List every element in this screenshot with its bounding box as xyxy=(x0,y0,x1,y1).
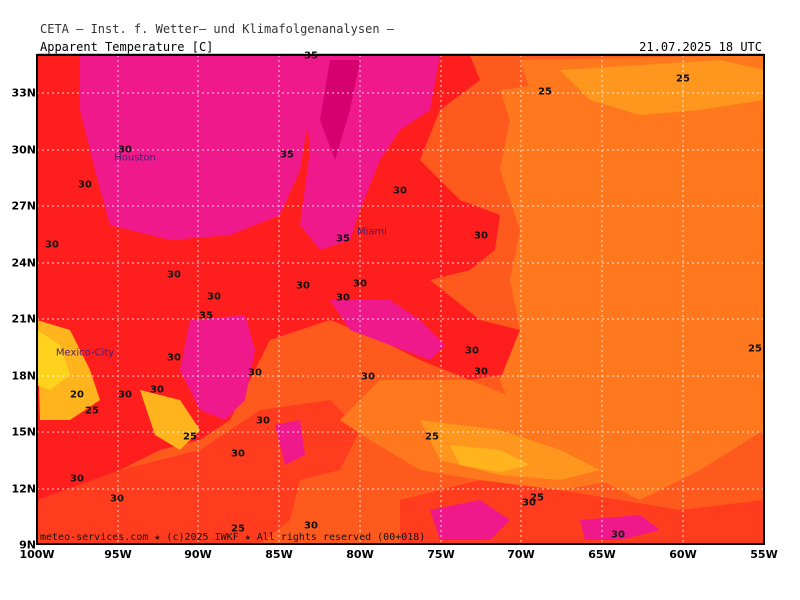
zone-magenta-florida xyxy=(320,60,360,160)
parameter-title: Apparent Temperature [C] xyxy=(40,40,214,54)
contour-label: 30 xyxy=(118,389,132,401)
contour-label: 30 xyxy=(611,529,625,541)
contour-label: 35 xyxy=(280,149,294,161)
valid-time: 21.07.2025 18 UTC xyxy=(639,40,762,54)
zone-amber-south xyxy=(450,445,530,472)
contour-label: 25 xyxy=(183,431,197,443)
map-frame xyxy=(36,54,765,545)
contour-label: 30 xyxy=(167,269,181,281)
temperature-field xyxy=(37,55,764,544)
agency-title: CETA — Inst. f. Wetter— und Klimafolgena… xyxy=(40,22,395,36)
lat-tick-24n: 24N xyxy=(11,256,36,270)
contour-label: 25 xyxy=(85,405,99,417)
contour-label: 30 xyxy=(256,415,270,427)
contour-label: 30 xyxy=(167,352,181,364)
contour-label: 30 xyxy=(353,278,367,290)
contour-label: 30 xyxy=(45,239,59,251)
contour-label: 30 xyxy=(474,366,488,378)
lat-tick-33n: 33N xyxy=(11,86,36,100)
contour-label: 30 xyxy=(465,345,479,357)
contour-label: 30 xyxy=(70,473,84,485)
contour-label: 30 xyxy=(336,292,350,304)
lon-tick-75w: 75W xyxy=(427,548,455,561)
lon-tick-60w: 60W xyxy=(669,548,697,561)
contour-label: 25 xyxy=(538,86,552,98)
zone-orange-atlantic xyxy=(500,55,764,500)
lon-tick-95w: 95W xyxy=(104,548,132,561)
lat-tick-21n: 21N xyxy=(11,312,36,326)
contour-label: 30 xyxy=(248,367,262,379)
contour-label: 30 xyxy=(304,520,318,532)
contour-label: 30 xyxy=(110,493,124,505)
lat-tick-30n: 30N xyxy=(11,143,36,157)
copyright-credit: meteo-services.com ★ (c)2025 IWKF ★ All … xyxy=(40,532,426,543)
lat-tick-12n: 12N xyxy=(11,482,36,496)
lon-tick-70w: 70W xyxy=(507,548,535,561)
lon-tick-80w: 80W xyxy=(346,548,374,561)
lat-tick-27n: 27N xyxy=(11,199,36,213)
zone-light-orange-north xyxy=(560,60,764,115)
graticule xyxy=(37,55,764,544)
contour-label: 30 xyxy=(522,497,536,509)
city-label-mexico-city: Mexico-City xyxy=(55,347,115,359)
zone-pink-yucatan xyxy=(180,315,255,420)
lon-tick-100w: 100W xyxy=(19,548,55,561)
zone-pink-south xyxy=(430,500,510,540)
lat-tick-15n: 15N xyxy=(11,425,36,439)
contour-label: 30 xyxy=(296,280,310,292)
contour-label: 25 xyxy=(748,343,762,355)
zone-yellow-mexico xyxy=(37,330,70,390)
zone-pink-cuba xyxy=(330,300,445,360)
contour-label: 25 xyxy=(676,73,690,85)
contour-label: 30 xyxy=(150,384,164,396)
city-label-miami: Miami xyxy=(356,226,388,238)
contour-label: 30 xyxy=(118,144,132,156)
contour-label: 30 xyxy=(231,448,245,460)
lon-tick-85w: 85W xyxy=(265,548,293,561)
contour-label: 30 xyxy=(207,291,221,303)
contour-label: 35 xyxy=(336,233,350,245)
contour-label: 25 xyxy=(425,431,439,443)
city-label-houston: Houston xyxy=(114,152,156,164)
lon-tick-90w: 90W xyxy=(184,548,212,561)
contour-label: 35 xyxy=(199,310,213,322)
zone-amber-guatemala xyxy=(140,390,200,450)
lat-tick-18n: 18N xyxy=(11,369,36,383)
contour-label: 25 xyxy=(231,523,245,535)
lat-tick-9n: 9N xyxy=(19,538,36,552)
lon-tick-55w: 55W xyxy=(750,548,778,561)
contour-label: 20 xyxy=(70,389,84,401)
contour-label: 30 xyxy=(361,371,375,383)
lon-tick-65w: 65W xyxy=(588,548,616,561)
contour-label: 30 xyxy=(393,185,407,197)
zone-pink-southeast xyxy=(580,515,660,540)
zone-pink-honduras xyxy=(275,420,305,465)
contour-label: 25 xyxy=(530,492,544,504)
contour-label: 30 xyxy=(78,179,92,191)
contour-label: 30 xyxy=(474,230,488,242)
zone-pink-gulf xyxy=(80,55,310,240)
contour-label: 35 xyxy=(304,50,318,62)
